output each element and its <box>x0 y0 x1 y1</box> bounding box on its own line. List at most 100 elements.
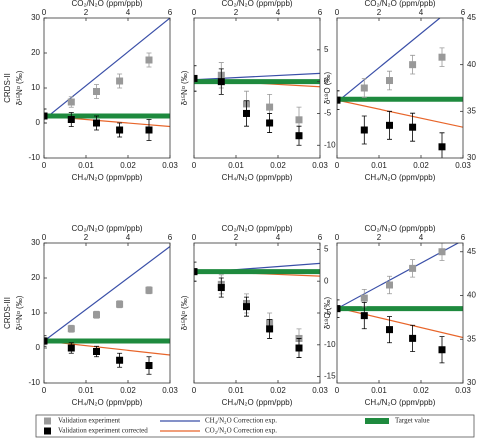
x2-tick-label: 2 <box>234 233 239 242</box>
y-axis-label: δ¹⁵Nᵅ (‰) <box>15 295 24 330</box>
x-axis-label: CH₄/N₂O (ppm/ppb) <box>222 398 293 407</box>
x2-tick-label: 2 <box>84 233 89 242</box>
y-axis-label: δ¹⁵Nᵅ (‰) <box>180 295 189 330</box>
x-tick-label: 0.03 <box>312 161 328 170</box>
point <box>93 348 100 355</box>
x2-tick-label: 0 <box>335 8 340 17</box>
y-tick-label: 40 <box>467 60 476 69</box>
x2-tick-label: 2 <box>377 233 382 242</box>
point <box>438 346 446 354</box>
plot-area <box>44 18 170 141</box>
x-tick-label: 0.03 <box>162 386 178 395</box>
point <box>243 303 250 311</box>
x2-tick-label: 0 <box>42 233 47 242</box>
x2-axis-label: CO₂/N₂O (ppm/ppb) <box>221 0 292 8</box>
point <box>337 96 341 104</box>
point <box>93 311 100 319</box>
x-tick-label: 0.02 <box>413 161 429 170</box>
point <box>93 119 100 127</box>
y-tick-label: 35 <box>467 106 476 115</box>
error-bar <box>44 335 47 347</box>
y-tick-label: -10 <box>324 140 336 149</box>
x-axis-label: CH₄/N₂O (ppm/ppb) <box>72 173 143 182</box>
x-tick-label: 0.02 <box>413 386 429 395</box>
y-tick-label: 10 <box>31 83 40 92</box>
row-label: CRDS-III <box>3 297 12 329</box>
correction-line <box>337 307 463 339</box>
row-label: CRDS-II <box>3 73 12 103</box>
y-tick-label: 0 <box>36 343 41 352</box>
x-tick-label: 0 <box>335 161 340 170</box>
x2-tick-label: 2 <box>234 8 239 17</box>
correction-line <box>44 246 170 342</box>
point <box>360 312 368 320</box>
y-tick-label: -5 <box>324 308 332 317</box>
legend-label: CO₂/N₂O Correction exp. <box>205 427 277 435</box>
correction-line <box>194 72 320 81</box>
x-tick-label: 0.03 <box>455 161 471 170</box>
y-tick-label: -10 <box>324 340 336 349</box>
y-axis-label: δ¹⁵Nᵅ (‰) <box>180 70 189 105</box>
point <box>337 305 341 313</box>
point <box>266 119 274 127</box>
x2-tick-label: 4 <box>126 233 131 242</box>
y-tick-label: -5 <box>324 109 332 118</box>
x-tick-label: 0.01 <box>78 386 94 395</box>
y-tick-label: 30 <box>467 153 476 162</box>
point <box>217 284 225 292</box>
point <box>116 356 124 364</box>
point <box>360 84 368 92</box>
x-tick-label: 0.01 <box>371 386 387 395</box>
point <box>44 337 48 345</box>
x-axis-label: CH₄/N₂O (ppm/ppb) <box>365 398 436 407</box>
x2-tick-label: 6 <box>168 8 173 17</box>
x2-tick-label: 0 <box>335 233 340 242</box>
x-axis-label: CH₄/N₂O (ppm/ppb) <box>222 173 293 182</box>
point <box>266 103 274 111</box>
point <box>438 143 446 151</box>
y-axis-label: δ¹⁵Nᵅ (‰) <box>15 70 24 105</box>
x2-tick-label: 6 <box>168 233 173 242</box>
frame <box>193 242 321 384</box>
y-tick-label: 30 <box>31 238 40 247</box>
point <box>409 264 417 272</box>
x-tick-label: 0 <box>192 386 197 395</box>
frame <box>336 242 464 384</box>
y-tick-label: 20 <box>31 273 40 282</box>
error-bar <box>337 299 340 318</box>
x-tick-label: 0 <box>42 386 47 395</box>
panel: 0 0.01 0.02 0.03 0 2 4 6 CH₄/N₂O (ppm/ppb) CO₂/N₂… <box>180 224 336 407</box>
point <box>67 344 75 352</box>
panel: 0 0.01 0.02 0.03 0 2 4 6 CH₄/N₂O (ppm/ppb) CO₂/N₂… <box>3 0 178 182</box>
x2-tick-label: 4 <box>419 8 424 17</box>
correction-line <box>337 99 463 128</box>
x-tick-label: 0.02 <box>120 386 136 395</box>
x2-tick-label: 0 <box>192 233 197 242</box>
x-tick-label: 0 <box>42 161 47 170</box>
panel: 0 0.01 0.02 0.03 0 2 4 6 CH₄/N₂O (ppm/ppb) CO₂/N₂… <box>180 0 336 182</box>
x2-axis-label: CO₂/N₂O (ppm/ppb) <box>71 0 142 8</box>
point <box>145 56 153 64</box>
y-tick-label: 5 <box>324 45 329 54</box>
x2-axis-label: CO₂/N₂O (ppm/ppb) <box>364 0 435 8</box>
point <box>386 121 393 129</box>
x-tick-label: 0.02 <box>270 161 286 170</box>
x-tick-label: 0.01 <box>228 161 244 170</box>
point <box>386 326 393 334</box>
y-tick-label: 40 <box>467 291 476 300</box>
y-tick-label: 10 <box>31 308 40 317</box>
plot-area <box>44 246 170 375</box>
point <box>295 344 303 352</box>
y-tick-label: -10 <box>28 378 40 387</box>
point <box>116 300 124 308</box>
x-tick-label: 0.03 <box>455 386 471 395</box>
error-bar <box>194 261 197 282</box>
error-bar <box>194 65 197 92</box>
point <box>67 98 75 106</box>
point <box>145 362 153 369</box>
y-tick-label: 20 <box>31 48 40 57</box>
point <box>266 325 274 333</box>
legend-label: CH₄/N₂O Correction exp. <box>205 417 277 425</box>
point <box>93 88 100 95</box>
y-tick-label: 0 <box>36 118 41 127</box>
